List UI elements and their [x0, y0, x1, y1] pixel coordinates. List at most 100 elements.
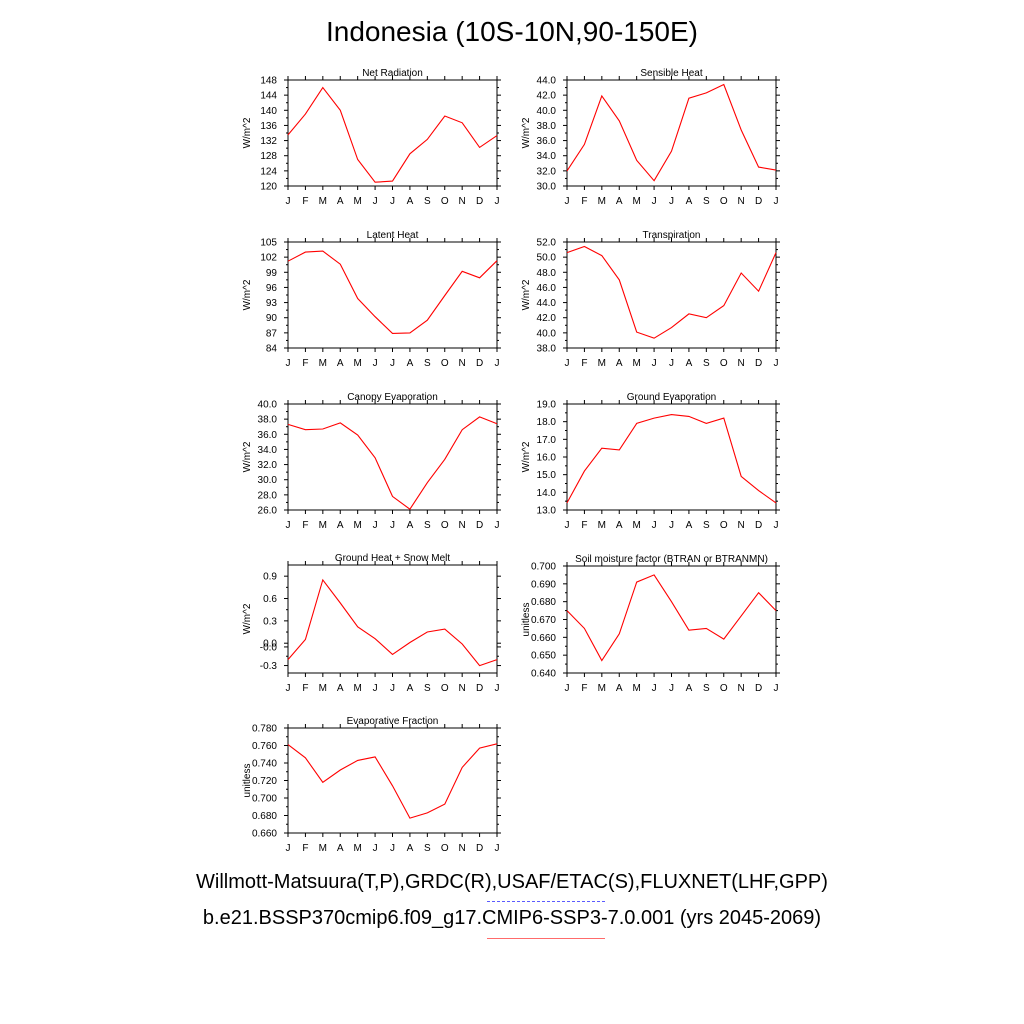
x-tick-label: S [424, 683, 431, 694]
y-tick-label: 140 [260, 106, 277, 117]
y-tick-label: 0.700 [252, 794, 277, 805]
x-tick-label: S [703, 196, 710, 207]
x-tick-label: A [407, 520, 414, 531]
x-tick-label: M [353, 520, 361, 531]
y-tick-label: 16.0 [537, 453, 557, 464]
y-tick-label: 0.640 [531, 669, 556, 680]
x-tick-label: J [652, 683, 657, 694]
x-tick-label: M [598, 683, 606, 694]
y-tick-label: 32.0 [537, 166, 557, 177]
y-tick-label: 148 [260, 76, 277, 87]
x-tick-label: D [755, 196, 762, 207]
x-tick-label: J [286, 196, 291, 207]
y-axis-label: W/m^2 [521, 117, 532, 148]
x-tick-label: J [565, 683, 570, 694]
observations-caption: Willmott-Matsuura(T,P),GRDC(R),USAF/ETAC… [196, 871, 828, 893]
y-tick-label: 0.6 [263, 594, 277, 605]
x-tick-label: A [616, 196, 623, 207]
y-tick-label: 0.670 [531, 615, 556, 626]
x-tick-label: O [441, 520, 449, 531]
y-axis-label: W/m^2 [242, 603, 253, 634]
x-tick-label: M [632, 520, 640, 531]
x-tick-label: J [774, 520, 779, 531]
chart-panel-8: Soil moisture factor (BTRAN or BTRANMN) u… [521, 554, 780, 694]
y-tick-label: 13.0 [537, 506, 557, 517]
y-tick-label: 42.0 [537, 313, 557, 324]
y-tick-label: 0.660 [531, 633, 556, 644]
x-tick-label: A [407, 683, 414, 694]
x-tick-label: A [616, 520, 623, 531]
x-tick-label: A [686, 358, 693, 369]
x-tick-label: N [738, 683, 745, 694]
y-tick-label: 93 [266, 298, 278, 309]
x-tick-label: M [598, 520, 606, 531]
x-tick-label: M [319, 358, 327, 369]
panel-title: Latent Heat [367, 230, 419, 241]
x-tick-label: S [703, 520, 710, 531]
x-tick-label: J [652, 520, 657, 531]
x-tick-label: J [774, 196, 779, 207]
x-tick-label: J [774, 683, 779, 694]
x-tick-label: A [407, 196, 414, 207]
x-tick-label: J [390, 196, 395, 207]
y-tick-label: 0.9 [263, 572, 277, 583]
y-tick-label: 34.0 [258, 445, 278, 456]
y-tick-label: 0.680 [531, 597, 556, 608]
x-tick-label: J [565, 196, 570, 207]
y-tick-label: 0.780 [252, 724, 277, 735]
x-tick-label: M [598, 358, 606, 369]
y-tick-label: 90 [266, 313, 278, 324]
x-tick-label: N [459, 843, 466, 854]
x-tick-label: M [353, 843, 361, 854]
x-tick-label: O [441, 196, 449, 207]
x-tick-label: J [495, 520, 500, 531]
y-tick-label: 38.0 [258, 415, 278, 426]
series-line [566, 83, 777, 182]
y-tick-label: 48.0 [537, 268, 557, 279]
y-axis-label: unitless [521, 603, 532, 637]
x-tick-label: J [565, 358, 570, 369]
x-tick-label: J [495, 683, 500, 694]
x-tick-label: M [632, 358, 640, 369]
y-tick-label: 38.0 [537, 344, 557, 355]
x-tick-label: D [755, 358, 762, 369]
x-tick-label: J [286, 683, 291, 694]
x-tick-label: N [459, 358, 466, 369]
x-tick-label: J [373, 358, 378, 369]
y-tick-label: 0.3 [263, 616, 277, 627]
y-tick-label: 32.0 [258, 460, 278, 471]
x-tick-label: A [686, 683, 693, 694]
x-tick-label: D [476, 843, 483, 854]
y-tick-label: 132 [260, 136, 277, 147]
y-tick-label: 14.0 [537, 488, 557, 499]
x-tick-label: A [686, 520, 693, 531]
y-tick-label: 30.0 [537, 182, 557, 193]
y-tick-label: 30.0 [258, 475, 278, 486]
x-tick-label: S [424, 520, 431, 531]
x-tick-label: S [424, 196, 431, 207]
plot-frame [566, 565, 777, 674]
x-tick-label: J [565, 520, 570, 531]
plot-frame [287, 403, 498, 511]
x-tick-label: M [319, 520, 327, 531]
x-tick-label: O [720, 196, 728, 207]
panel-title: Evaporative Fraction [347, 716, 439, 727]
x-tick-label: J [495, 196, 500, 207]
panel-title: Ground Heat + Snow Melt [335, 553, 451, 564]
x-tick-label: J [774, 358, 779, 369]
chart-panel-4: Transpiration W/m^2 38.0 40.0 42.0 44.0 46.0 48… [521, 230, 780, 369]
chart-panel-1: Net Radiation W/m^2 120 124 128 132 136 140 144 1… [242, 68, 501, 207]
series-line [287, 86, 498, 183]
x-tick-label: N [459, 520, 466, 531]
y-tick-label: 34.0 [537, 151, 557, 162]
series-line [566, 414, 777, 504]
x-tick-label: F [302, 196, 308, 207]
series-line [287, 250, 498, 334]
x-tick-label: N [459, 683, 466, 694]
x-tick-label: A [407, 843, 414, 854]
x-tick-label: D [755, 520, 762, 531]
model-caption: b.e21.BSSP370cmip6.f09_g17.CMIP6-SSP3-7.… [202, 907, 822, 929]
x-tick-label: D [755, 683, 762, 694]
y-tick-label: 87 [266, 328, 278, 339]
